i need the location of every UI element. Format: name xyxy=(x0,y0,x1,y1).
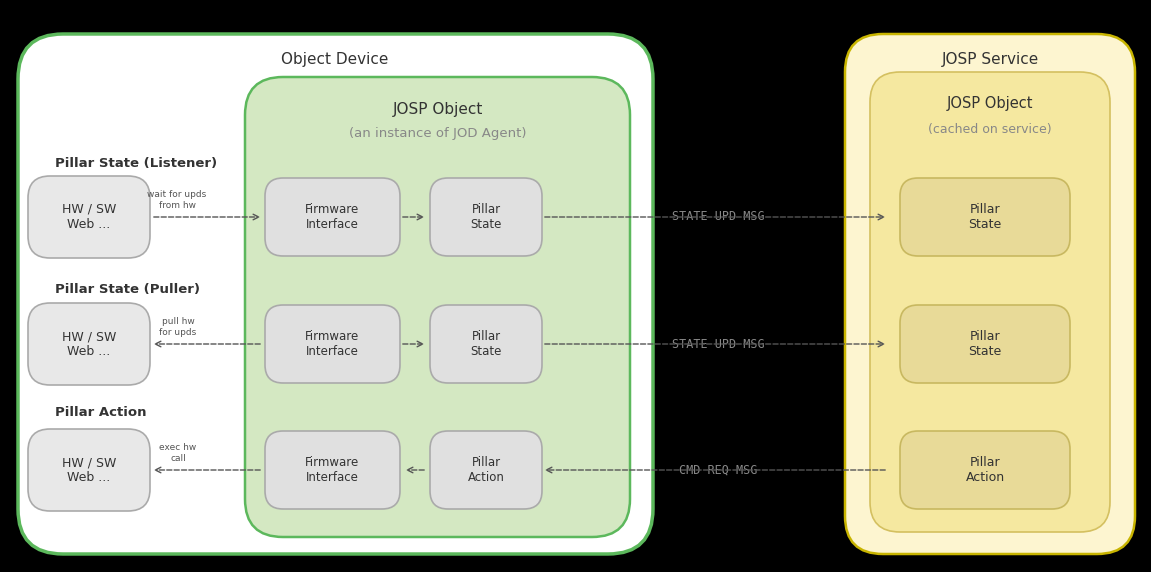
Text: Pillar
Action: Pillar Action xyxy=(966,456,1005,484)
Text: STATE UPD MSG: STATE UPD MSG xyxy=(672,210,764,224)
FancyBboxPatch shape xyxy=(245,77,630,537)
FancyBboxPatch shape xyxy=(28,429,150,511)
Text: Pillar Action: Pillar Action xyxy=(55,406,146,419)
FancyBboxPatch shape xyxy=(28,303,150,385)
FancyBboxPatch shape xyxy=(900,305,1070,383)
Text: Pillar
State: Pillar State xyxy=(471,203,502,231)
Text: (an instance of JOD Agent): (an instance of JOD Agent) xyxy=(349,128,527,141)
FancyBboxPatch shape xyxy=(430,305,542,383)
Text: Pillar State (Puller): Pillar State (Puller) xyxy=(55,284,200,296)
Text: HW / SW
Web ...: HW / SW Web ... xyxy=(62,203,116,231)
FancyBboxPatch shape xyxy=(900,178,1070,256)
FancyBboxPatch shape xyxy=(265,431,401,509)
Text: pull hw
for upds: pull hw for upds xyxy=(159,317,197,337)
Text: HW / SW
Web ...: HW / SW Web ... xyxy=(62,456,116,484)
Text: exec hw
call: exec hw call xyxy=(159,443,197,463)
Text: (cached on service): (cached on service) xyxy=(928,124,1052,137)
FancyBboxPatch shape xyxy=(430,431,542,509)
FancyBboxPatch shape xyxy=(870,72,1110,532)
FancyBboxPatch shape xyxy=(18,34,653,554)
Text: Pillar
State: Pillar State xyxy=(968,203,1001,231)
Text: JOSP Service: JOSP Service xyxy=(942,53,1038,67)
Text: Pillar
State: Pillar State xyxy=(968,330,1001,358)
FancyBboxPatch shape xyxy=(28,176,150,258)
Text: CMD REQ MSG: CMD REQ MSG xyxy=(679,463,757,476)
Text: JOSP Object: JOSP Object xyxy=(392,102,483,117)
FancyBboxPatch shape xyxy=(430,178,542,256)
Text: Pillar
State: Pillar State xyxy=(471,330,502,358)
Text: Firmware
Interface: Firmware Interface xyxy=(305,330,359,358)
Text: wait for upds
from hw: wait for upds from hw xyxy=(147,190,207,210)
Text: STATE UPD MSG: STATE UPD MSG xyxy=(672,337,764,351)
Text: Pillar State (Listener): Pillar State (Listener) xyxy=(55,157,218,170)
Text: HW / SW
Web ...: HW / SW Web ... xyxy=(62,330,116,358)
Text: JOSP Object: JOSP Object xyxy=(947,97,1034,112)
FancyBboxPatch shape xyxy=(845,34,1135,554)
FancyBboxPatch shape xyxy=(265,178,401,256)
Text: Firmware
Interface: Firmware Interface xyxy=(305,203,359,231)
FancyBboxPatch shape xyxy=(265,305,401,383)
Text: Firmware
Interface: Firmware Interface xyxy=(305,456,359,484)
Text: Pillar
Action: Pillar Action xyxy=(467,456,504,484)
FancyBboxPatch shape xyxy=(900,431,1070,509)
Text: Object Device: Object Device xyxy=(281,53,389,67)
